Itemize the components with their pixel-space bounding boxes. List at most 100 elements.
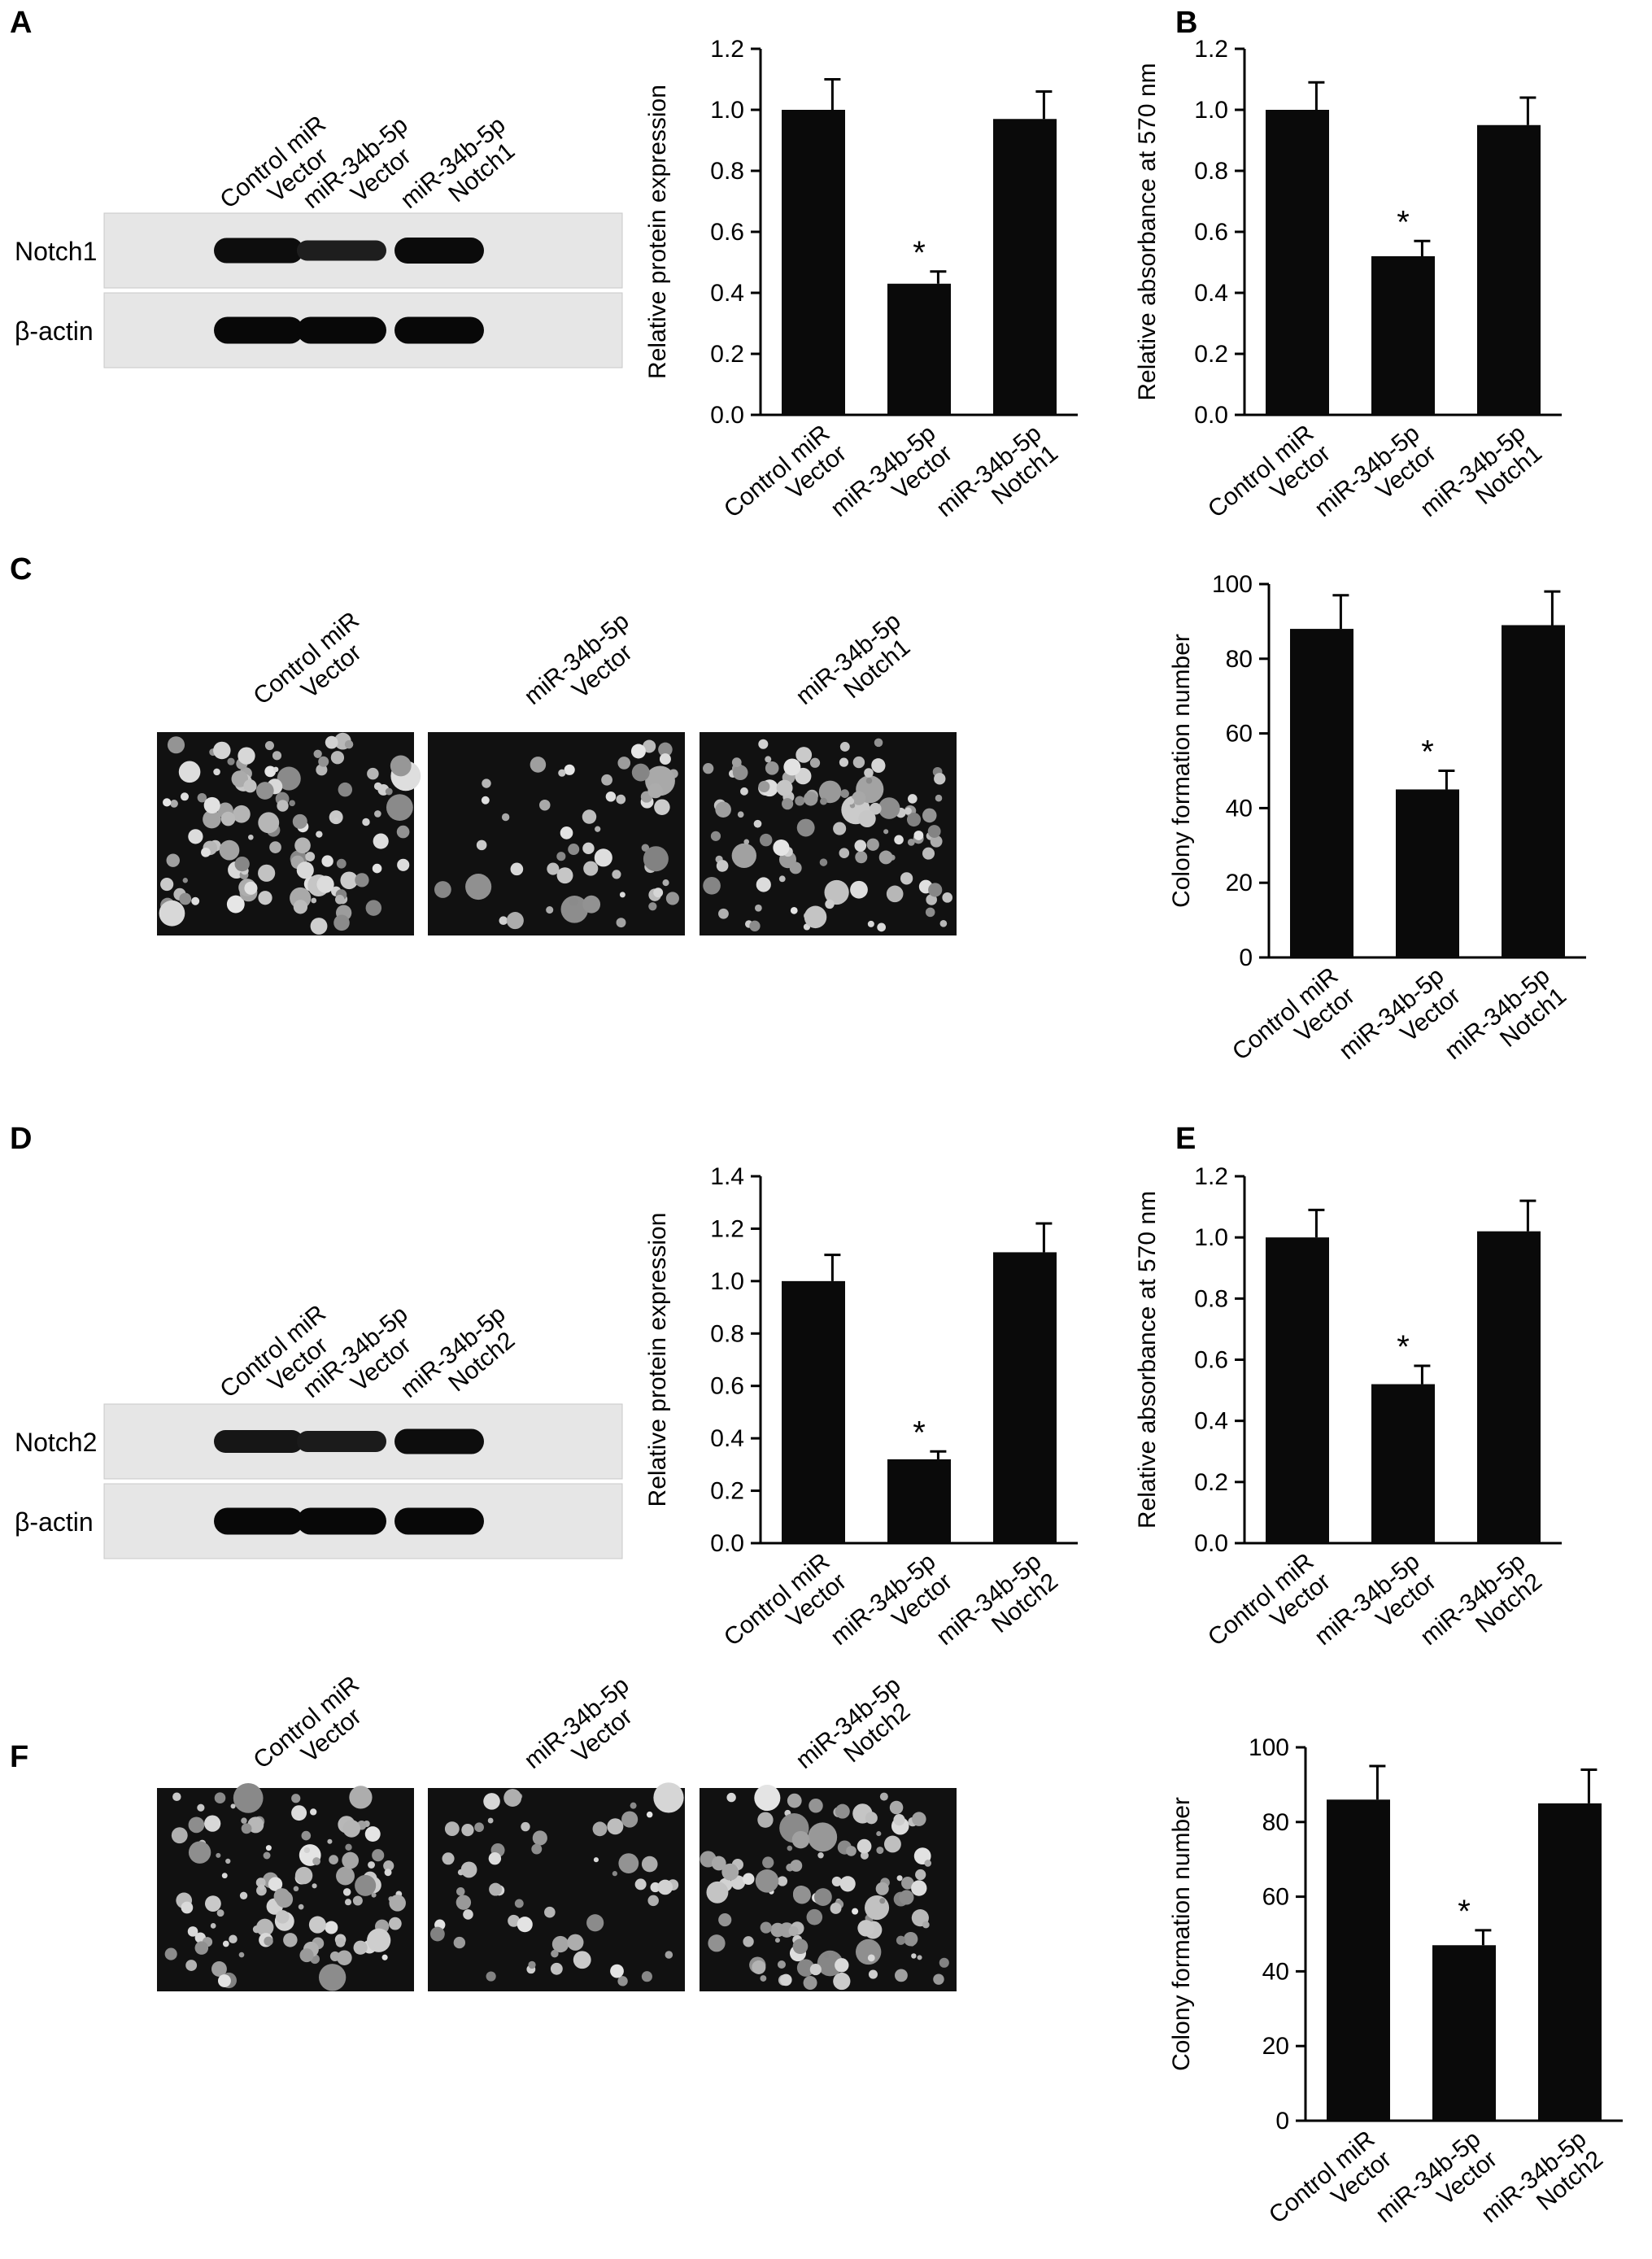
panel-letter-b: B [1175, 6, 1197, 40]
colony [721, 1863, 739, 1881]
colony [329, 810, 343, 825]
colony [855, 851, 868, 864]
colony [878, 850, 893, 865]
colony [854, 839, 867, 852]
colony [634, 1878, 647, 1890]
x-tick-label: miR-34b-5pVector [826, 420, 957, 543]
colony [870, 802, 882, 815]
colony [211, 1961, 227, 1977]
protein-band [214, 1507, 303, 1535]
colony [871, 758, 886, 773]
y-tick-label: 1.0 [1194, 97, 1228, 124]
colony [928, 883, 943, 897]
colony [434, 881, 451, 898]
colony [325, 735, 338, 749]
colony [312, 1883, 317, 1889]
colony [939, 919, 948, 927]
protein-band [214, 1430, 303, 1453]
colony [216, 1909, 224, 1917]
y-tick-label: 40 [1262, 1958, 1289, 1985]
colony [204, 1895, 221, 1912]
colony [665, 1951, 673, 1959]
colony [839, 757, 849, 767]
bar-chart-d: 0.0 0.2 0.4 0.6 0.8 1.0 1.2 1.4 Relative protein… [644, 1163, 1078, 1651]
colony [703, 876, 721, 895]
colony [883, 1835, 901, 1853]
colony [567, 1934, 584, 1951]
bar [1477, 1231, 1541, 1543]
y-tick-label: 0.8 [710, 1320, 744, 1347]
y-tick-label: 0.2 [1194, 341, 1228, 368]
colony [901, 1877, 914, 1890]
bar [993, 119, 1057, 415]
colony [327, 1838, 333, 1844]
colony [911, 1880, 927, 1896]
colony [442, 1852, 455, 1865]
colony [521, 1821, 530, 1832]
colony [737, 811, 744, 818]
x-tick-label: Control miRVector [719, 420, 852, 543]
colony [933, 1973, 944, 1985]
band-label: β-actin [15, 1507, 94, 1537]
colony [292, 813, 307, 829]
colony [371, 1892, 377, 1898]
colony [486, 1971, 496, 1982]
colony [197, 792, 207, 803]
colony [942, 892, 953, 903]
colony [875, 1882, 889, 1895]
x-tick-label: miR-34b-5pVector [1310, 1548, 1441, 1671]
x-tick-label: miR-34b-5pNotch1 [1415, 420, 1547, 543]
colony [294, 1866, 313, 1885]
colony [850, 880, 868, 899]
colony [325, 1921, 338, 1934]
colony [824, 879, 849, 905]
colony [258, 864, 276, 882]
colony [830, 1903, 842, 1914]
bar [1371, 256, 1435, 415]
bar [1371, 1384, 1435, 1543]
colony [831, 1876, 842, 1887]
colony [601, 774, 612, 786]
colony [337, 1950, 352, 1966]
colony [204, 1815, 221, 1832]
colony [855, 1938, 882, 1965]
figure-content: 0.0 0.2 0.4 0.6 0.8 1.0 1.2 Relative protein ex… [15, 36, 1623, 2229]
x-tick-label: miR-34b-5pNotch2 [1415, 1548, 1547, 1671]
colony [616, 794, 626, 805]
colony [272, 751, 282, 761]
y-tick-label: 0 [1239, 944, 1253, 971]
colony [852, 1908, 859, 1915]
colony [593, 1857, 599, 1863]
colony [790, 906, 798, 914]
colony [503, 1789, 522, 1807]
y-axis-label: Relative protein expression [644, 85, 671, 379]
colony [647, 783, 663, 799]
colony [160, 877, 174, 892]
colony [835, 1803, 850, 1819]
y-axis-label: Colony formation number [1168, 634, 1195, 908]
colony [903, 1931, 918, 1947]
colony [817, 1852, 824, 1859]
colony [806, 1908, 823, 1925]
colony [665, 892, 679, 905]
colony [344, 739, 354, 749]
colony [756, 877, 771, 892]
colony [185, 1960, 198, 1971]
colony [808, 1822, 838, 1852]
colony [883, 829, 889, 835]
colony [927, 825, 941, 838]
protein-band [214, 316, 303, 344]
colony [171, 1827, 188, 1844]
colony [858, 809, 876, 828]
colony [201, 847, 211, 857]
colony [913, 831, 924, 840]
colony [839, 1876, 856, 1892]
colony-images-c: Control miRVector miR-34b-5pVector miR-34b… [157, 607, 957, 935]
colony [263, 1851, 271, 1860]
bar [1327, 1799, 1390, 2121]
colony [374, 810, 381, 818]
colony [318, 1964, 347, 1991]
colony [819, 858, 828, 866]
colony [264, 1936, 273, 1946]
colony [214, 1792, 226, 1804]
